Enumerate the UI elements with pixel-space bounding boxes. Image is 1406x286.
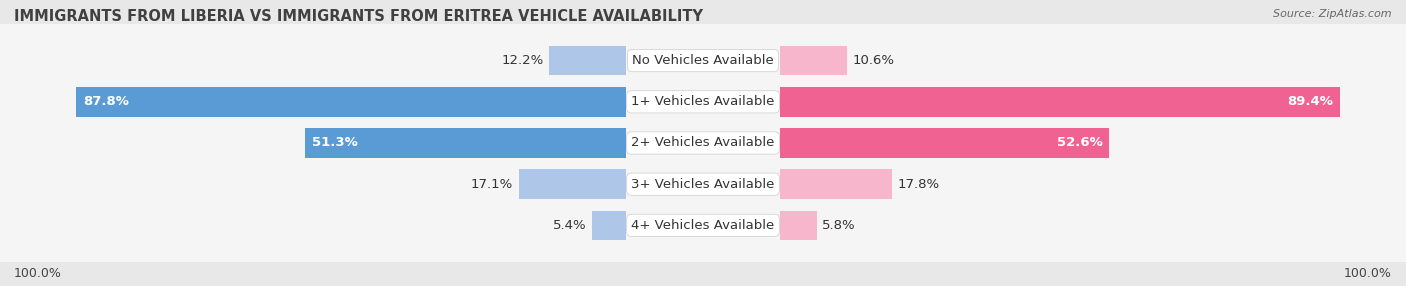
Bar bbox=[305, 128, 626, 158]
Text: 10.6%: 10.6% bbox=[852, 54, 894, 67]
Text: 5.4%: 5.4% bbox=[553, 219, 586, 232]
FancyBboxPatch shape bbox=[0, 189, 1406, 262]
Text: Source: ZipAtlas.com: Source: ZipAtlas.com bbox=[1274, 9, 1392, 19]
Bar bbox=[780, 210, 817, 240]
Text: No Vehicles Available: No Vehicles Available bbox=[633, 54, 773, 67]
Bar bbox=[780, 46, 846, 76]
Text: IMMIGRANTS FROM LIBERIA VS IMMIGRANTS FROM ERITREA VEHICLE AVAILABILITY: IMMIGRANTS FROM LIBERIA VS IMMIGRANTS FR… bbox=[14, 9, 703, 23]
Text: 87.8%: 87.8% bbox=[83, 95, 129, 108]
Bar bbox=[780, 87, 1340, 117]
FancyBboxPatch shape bbox=[0, 24, 1406, 97]
Bar bbox=[76, 87, 626, 117]
Text: 3+ Vehicles Available: 3+ Vehicles Available bbox=[631, 178, 775, 191]
Text: 4+ Vehicles Available: 4+ Vehicles Available bbox=[631, 219, 775, 232]
Bar bbox=[592, 210, 626, 240]
Text: 100.0%: 100.0% bbox=[1344, 267, 1392, 280]
Bar bbox=[550, 46, 626, 76]
Text: 17.8%: 17.8% bbox=[897, 178, 939, 191]
Bar bbox=[780, 128, 1109, 158]
FancyBboxPatch shape bbox=[0, 106, 1406, 180]
FancyBboxPatch shape bbox=[0, 148, 1406, 221]
Text: 2+ Vehicles Available: 2+ Vehicles Available bbox=[631, 136, 775, 150]
Text: 1+ Vehicles Available: 1+ Vehicles Available bbox=[631, 95, 775, 108]
Text: 17.1%: 17.1% bbox=[471, 178, 513, 191]
Text: 89.4%: 89.4% bbox=[1286, 95, 1333, 108]
FancyBboxPatch shape bbox=[0, 65, 1406, 138]
Text: 100.0%: 100.0% bbox=[14, 267, 62, 280]
Text: 51.3%: 51.3% bbox=[312, 136, 357, 150]
Text: 52.6%: 52.6% bbox=[1057, 136, 1102, 150]
Bar bbox=[519, 169, 626, 199]
Text: 12.2%: 12.2% bbox=[502, 54, 544, 67]
Bar bbox=[780, 169, 891, 199]
Text: 5.8%: 5.8% bbox=[823, 219, 856, 232]
